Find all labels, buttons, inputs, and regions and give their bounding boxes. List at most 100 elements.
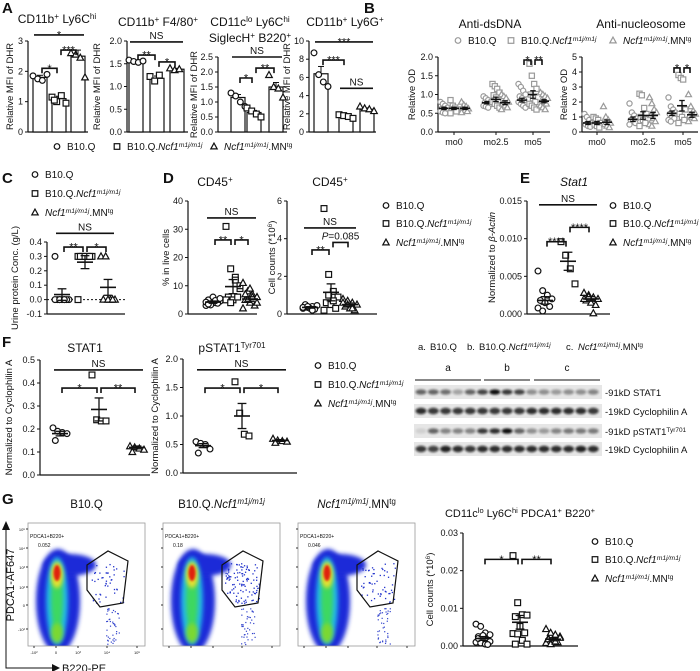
y-tick-label: 0.03	[440, 528, 458, 538]
data-point	[638, 92, 646, 99]
flow-event	[247, 596, 249, 598]
flow-event	[243, 574, 246, 576]
data-point	[264, 70, 274, 79]
flow-event	[117, 612, 119, 615]
flow-event	[250, 582, 252, 584]
significance-annotation: P=0.085	[322, 231, 360, 248]
flow-event	[234, 577, 236, 579]
blot-band	[452, 445, 464, 453]
gate-polygon[interactable]	[356, 550, 399, 608]
gate-polygon[interactable]	[221, 550, 264, 608]
sig-label: *	[57, 29, 62, 41]
text-run: B10.Q.	[45, 189, 76, 200]
group-mn	[645, 93, 661, 129]
flow-axis-arrows: PDCA1-AF647 B220-PE	[2, 521, 106, 671]
flow-event	[387, 636, 389, 639]
blot-band	[526, 445, 538, 453]
flow-event	[246, 578, 248, 580]
flow-event	[394, 567, 396, 569]
flow-event	[369, 582, 371, 584]
data-point	[599, 102, 608, 110]
flow-y-tick-label: 10³	[19, 565, 25, 570]
flow-event	[235, 595, 238, 597]
data-point	[227, 299, 235, 307]
flow-event	[240, 597, 243, 599]
data-point	[325, 270, 333, 278]
text-run: m1j/m1j	[179, 142, 203, 149]
arrow-right-icon	[52, 664, 60, 671]
flow-event	[109, 576, 111, 578]
flow-event	[236, 564, 238, 566]
flow-event	[246, 565, 248, 567]
sig-label: **	[261, 63, 270, 75]
significance-annotation: *	[673, 62, 681, 74]
blot-band	[415, 407, 427, 415]
text-run: B10.Q.	[605, 555, 636, 566]
flow-event	[247, 577, 249, 580]
blot-band	[575, 407, 587, 415]
data-point	[102, 417, 110, 425]
flow-event	[235, 600, 237, 603]
gate-percentage: 0.046	[308, 543, 321, 549]
flow-event	[382, 568, 384, 571]
flow-event	[226, 577, 229, 580]
sig-label: *	[220, 383, 225, 395]
data-point	[43, 70, 51, 78]
data-point	[76, 52, 85, 61]
text-run: m1j/m1j	[528, 342, 551, 349]
flow-plot: B10.Q.Ncf1m1j/m1j PDCA1+B220+ 0.18	[161, 497, 281, 648]
data-point	[675, 119, 682, 127]
legend-item-mn: Ncf1m1j/m1j.MNtg	[381, 237, 465, 249]
flow-event	[251, 610, 253, 612]
text-run: Ncf1	[427, 219, 448, 230]
text-run: +	[228, 175, 233, 184]
legend-marker	[381, 237, 391, 246]
group-ko	[74, 252, 96, 304]
sig-bracket	[204, 387, 241, 394]
data-point	[108, 294, 117, 303]
flow-event	[246, 566, 248, 569]
sig-label: **	[316, 244, 325, 256]
flow-event	[108, 609, 110, 611]
data-point	[534, 267, 542, 275]
legend-marker	[314, 381, 322, 388]
data-point	[231, 378, 239, 386]
flow-event	[371, 567, 374, 569]
gate-polygon[interactable]	[86, 550, 129, 608]
legend-item-ko: B10.Q.Ncf1m1j/m1j	[591, 555, 681, 566]
significance-annotation: **	[137, 50, 156, 62]
text-run: m1j/m1j	[626, 574, 650, 581]
legend-label: Ncf1m1j/m1j.MNtg	[623, 36, 692, 48]
y-tick-label: 0	[572, 127, 577, 137]
text-run: Ncf1	[45, 208, 66, 219]
flow-event	[253, 632, 255, 635]
blot-band	[477, 407, 488, 415]
y-tick-label: 0.0	[109, 127, 122, 137]
blot-band	[550, 428, 562, 434]
blot-band	[538, 407, 550, 415]
significance-annotation: **	[63, 242, 84, 254]
data-point	[310, 49, 318, 57]
panel-letter: F	[2, 334, 11, 351]
text-run: Anti-dsDNA	[459, 17, 522, 31]
data-point	[539, 307, 547, 315]
text-run: **	[534, 55, 543, 67]
flow-event	[241, 602, 243, 604]
chart-title: pSTAT1Tyr701	[198, 341, 266, 356]
flow-event	[245, 643, 247, 646]
data-point	[222, 222, 230, 230]
flow-event	[109, 637, 111, 640]
data-point	[139, 444, 149, 453]
text-run: CD11c	[445, 508, 478, 520]
text-run: +	[343, 175, 348, 184]
sig-label: **	[532, 554, 541, 566]
sig-bracket	[521, 558, 552, 565]
text-run: B10.Q.	[396, 219, 427, 230]
significance-annotation: ****	[569, 222, 590, 234]
flow-event	[237, 572, 239, 574]
y-axis-label: Cell counts (*106)	[425, 553, 437, 627]
flow-event	[245, 601, 247, 603]
legend-label: B10.Q	[468, 36, 497, 47]
